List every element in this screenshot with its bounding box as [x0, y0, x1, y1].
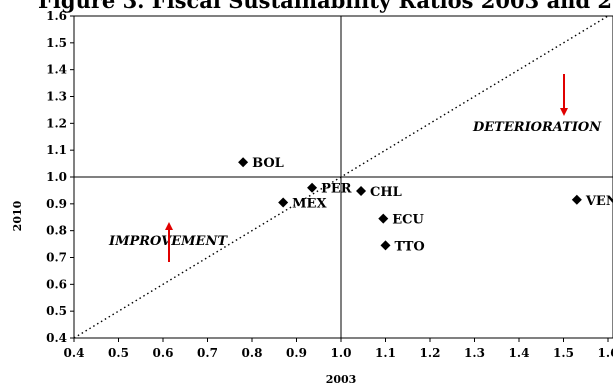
y-tick-label: 0.8 — [46, 224, 67, 238]
x-tick-label: 1.6 — [598, 346, 613, 360]
y-tick-label: 0.5 — [46, 304, 67, 318]
x-axis-ticks: 0.4 0.5 0.6 0.7 0.8 0.9 1.0 1.1 1.2 1.3 1.4 1.5 1.6 — [64, 338, 613, 360]
y-tick-label: 1.3 — [46, 90, 67, 104]
y-tick-label: 1.5 — [46, 36, 67, 50]
y-tick-label: 1.4 — [46, 63, 67, 77]
x-tick-label: 1.4 — [509, 346, 530, 360]
x-tick-label: 1.2 — [420, 346, 441, 360]
diagonal-reference-line — [73, 15, 609, 339]
annotation-arrow-head — [165, 222, 173, 230]
point-label-mex: MEX — [292, 196, 327, 211]
data-point-tto — [380, 240, 391, 251]
annotation-arrow-head — [560, 108, 568, 116]
x-tick-label: 1.1 — [375, 346, 396, 360]
point-label-chl: CHL — [370, 185, 402, 200]
y-tick-label: 1.1 — [46, 143, 67, 157]
y-tick-label: 0.4 — [46, 331, 67, 345]
y-tick-label: 1.6 — [46, 9, 67, 23]
data-point-ecu — [378, 213, 389, 224]
point-label-ecu: ECU — [392, 213, 424, 228]
x-tick-label: 1.5 — [553, 346, 574, 360]
chart-title: Figure 3. Fiscal Sustainability Ratios 2… — [38, 0, 613, 13]
x-tick-label: 0.5 — [108, 346, 129, 360]
reference-lines — [73, 15, 613, 339]
y-axis-label: 2010 — [11, 200, 24, 231]
y-axis-ticks: 0.4 0.5 0.6 0.7 0.8 0.9 1.0 1.1 1.2 1.3 1.4 1.5 1.6 — [46, 9, 74, 345]
point-label-per: PER — [321, 182, 352, 197]
point-label-ven: VEN — [585, 194, 613, 209]
annotation-deterioration: DETERIORATION — [472, 120, 602, 135]
x-tick-label: 0.6 — [153, 346, 174, 360]
x-tick-label: 0.8 — [242, 346, 263, 360]
annotations: DETERIORATIONIMPROVEMENT — [108, 74, 602, 262]
x-tick-label: 0.4 — [64, 346, 85, 360]
x-tick-label: 0.7 — [197, 346, 218, 360]
x-tick-label: 0.9 — [286, 346, 307, 360]
data-point-bol — [238, 157, 249, 168]
data-point-mex — [278, 197, 289, 208]
data-point-per — [307, 182, 318, 193]
y-tick-label: 0.7 — [46, 251, 67, 265]
x-tick-label: 1.0 — [331, 346, 352, 360]
x-tick-label: 1.3 — [464, 346, 485, 360]
point-label-bol: BOL — [252, 156, 284, 171]
y-tick-label: 0.6 — [46, 277, 67, 291]
data-point-chl — [356, 185, 367, 196]
y-tick-label: 0.9 — [46, 197, 67, 211]
y-tick-label: 1.0 — [46, 170, 67, 184]
data-point-ven — [571, 194, 582, 205]
point-label-tto: TTO — [395, 239, 425, 254]
y-tick-label: 1.2 — [46, 116, 67, 130]
x-axis-label: 2003 — [326, 373, 357, 386]
